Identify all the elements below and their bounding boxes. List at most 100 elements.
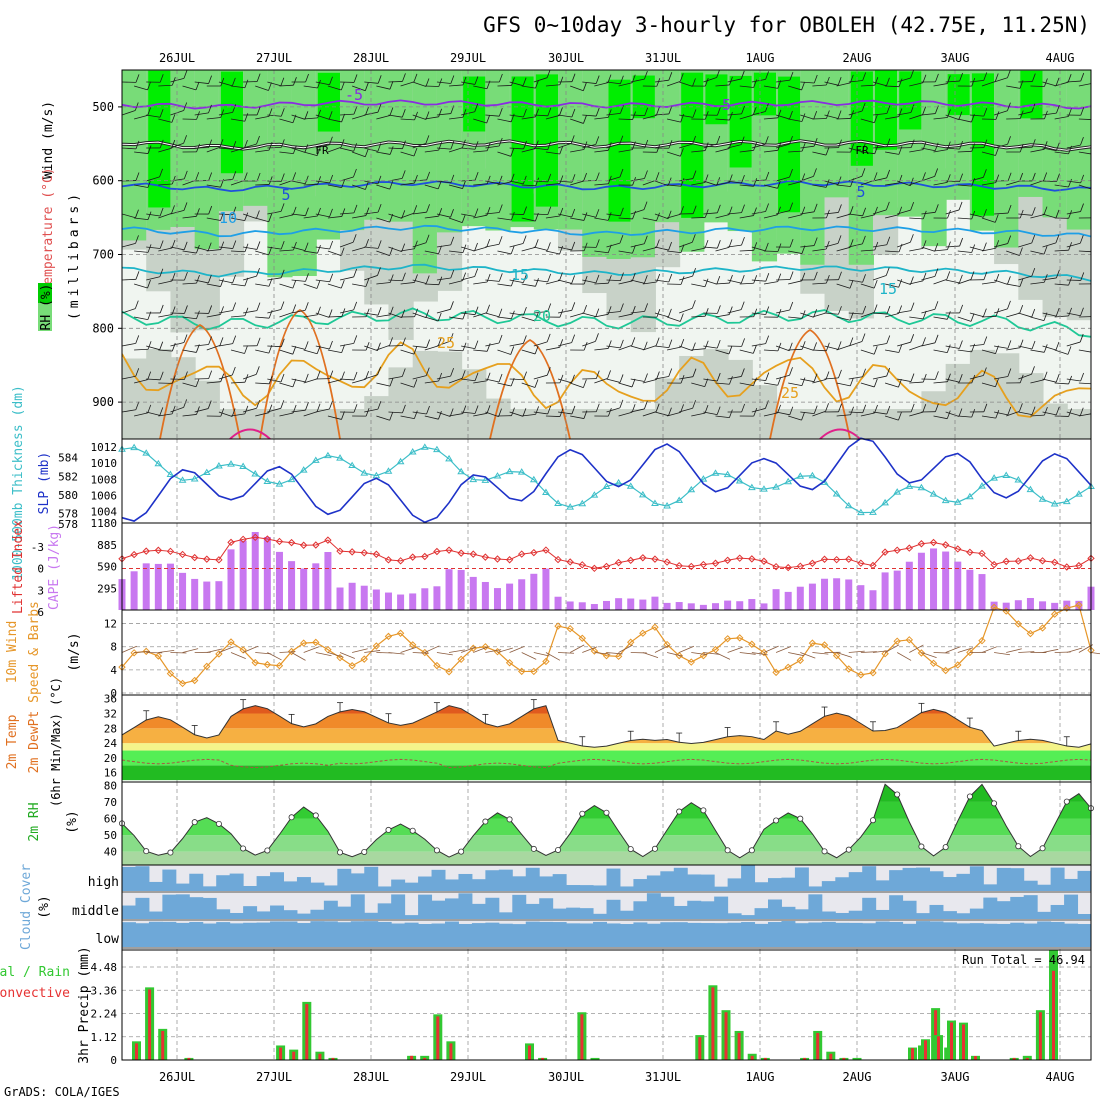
upper-wind-barb bbox=[146, 378, 161, 381]
upper-wind-barb-flag bbox=[643, 235, 648, 244]
upper-wind-barb bbox=[957, 150, 972, 153]
upper-wind-barb bbox=[642, 345, 657, 351]
upper-wind-barb-flag bbox=[583, 305, 587, 314]
upper-wind-barb bbox=[897, 310, 912, 314]
upper-wind-barb-flag bbox=[510, 245, 515, 255]
cloud-bar bbox=[727, 913, 742, 919]
precip-conv-bar bbox=[1012, 1057, 1016, 1060]
upper-wind-barb bbox=[860, 412, 875, 417]
upper-wind-barb-flag bbox=[462, 310, 467, 320]
upper-wind-barb bbox=[800, 81, 815, 84]
upper-wind-barb bbox=[533, 213, 548, 216]
cape-bar bbox=[191, 578, 199, 610]
cloud-bar bbox=[283, 910, 298, 919]
upper-wind-barb-flag bbox=[631, 337, 636, 346]
upper-wind-barb bbox=[400, 182, 415, 186]
upper-wind-barb bbox=[727, 78, 742, 83]
upper-wind-barb-flag bbox=[922, 337, 926, 346]
upper-wind-barb bbox=[582, 81, 597, 84]
upper-wind-barb-flag bbox=[753, 377, 757, 386]
upper-wind-barb bbox=[691, 247, 706, 252]
upper-wind-barb-flag bbox=[970, 271, 975, 280]
upper-wind-barb-flag bbox=[959, 340, 963, 349]
upper-wind-barb bbox=[146, 176, 160, 182]
upper-wind-barb-flag bbox=[159, 304, 164, 314]
upper-wind-barb bbox=[872, 146, 887, 149]
upper-wind-barb bbox=[933, 381, 948, 384]
upper-wind-barb-flag bbox=[910, 139, 915, 148]
upper-wind-barb-flag bbox=[849, 337, 854, 346]
upper-wind-barb bbox=[630, 345, 645, 351]
lifted-point bbox=[978, 549, 986, 558]
upper-wind-barb bbox=[969, 312, 984, 318]
upper-wind-barb bbox=[218, 147, 233, 150]
upper-wind-barb-flag bbox=[619, 374, 624, 383]
thickness-point bbox=[130, 443, 138, 451]
upper-wind-barb bbox=[909, 179, 923, 186]
upper-wind-barb bbox=[218, 374, 233, 380]
upper-wind-barb-flag bbox=[983, 139, 988, 148]
wind-speed-point bbox=[1050, 610, 1059, 618]
bottom-date-label: 31JUL bbox=[645, 1070, 681, 1084]
upper-wind-barb-flag bbox=[995, 147, 999, 156]
upper-wind-barb-flag bbox=[716, 135, 721, 145]
upper-wind-barb-flag bbox=[159, 407, 164, 416]
cape-bar bbox=[372, 589, 380, 610]
upper-wind-barb bbox=[751, 211, 766, 215]
upper-wind-barb-flag bbox=[498, 308, 503, 317]
thickness-point bbox=[215, 462, 223, 469]
upper-wind-barb-flag bbox=[280, 108, 285, 117]
surface-wind-barb bbox=[303, 646, 319, 653]
cloud-bar bbox=[202, 897, 217, 919]
rh-point bbox=[797, 815, 804, 822]
cape-bar bbox=[336, 587, 344, 610]
bottom-date-label: 29JUL bbox=[450, 1070, 486, 1084]
upper-wind-barb bbox=[1078, 151, 1091, 155]
upper-wind-barb bbox=[1054, 382, 1069, 385]
upper-wind-barb bbox=[630, 279, 645, 284]
cloud-bar bbox=[768, 899, 782, 919]
thickness-point bbox=[420, 443, 429, 450]
rh-band bbox=[899, 71, 922, 130]
upper-wind-barb-flag bbox=[983, 271, 988, 280]
cloud-bar bbox=[660, 871, 675, 891]
upper-wind-barb-flag bbox=[498, 137, 503, 147]
thickness-tick: 584 bbox=[58, 452, 78, 465]
wind-speed-point bbox=[542, 657, 550, 666]
upper-wind-barb-flag bbox=[741, 368, 745, 377]
rh-tick: 60 bbox=[104, 813, 117, 826]
upper-wind-barb-flag bbox=[1093, 210, 1096, 218]
surface-wind-barb bbox=[279, 651, 296, 653]
upper-wind-barb-flag bbox=[595, 333, 599, 342]
cloud-bar bbox=[687, 900, 702, 919]
surface-wind-barb bbox=[255, 652, 272, 655]
cloud-bar bbox=[1077, 913, 1092, 919]
upper-wind-barb-flag bbox=[256, 267, 260, 277]
upper-wind-barb bbox=[957, 349, 972, 353]
upper-wind-barb bbox=[291, 147, 305, 153]
upper-wind-barb-flag bbox=[874, 77, 879, 86]
precip-conv-bar bbox=[962, 1024, 965, 1060]
wind-speed-point bbox=[651, 623, 659, 631]
upper-wind-barb bbox=[727, 212, 742, 215]
upper-wind-barb-flag bbox=[1079, 333, 1084, 343]
cape-tick: 590 bbox=[97, 561, 117, 574]
cloud-bar bbox=[1037, 921, 1052, 947]
surface-wind-barb bbox=[1078, 644, 1094, 653]
lifted-point bbox=[590, 564, 599, 573]
upper-wind-barb bbox=[339, 378, 355, 381]
upper-wind-barb-flag bbox=[655, 107, 660, 116]
cloud-bar bbox=[1010, 896, 1025, 919]
upper-wind-barb bbox=[715, 118, 730, 121]
cape-bar bbox=[142, 563, 150, 610]
upper-wind-barb-flag bbox=[680, 148, 684, 157]
thickness-point bbox=[784, 477, 793, 485]
upper-wind-barb-flag bbox=[1067, 74, 1072, 83]
upper-wind-barb-flag bbox=[353, 143, 358, 152]
cloud-bar bbox=[983, 884, 998, 891]
upper-wind-barb-flag bbox=[886, 236, 891, 245]
surface-wind-barb bbox=[545, 652, 561, 661]
upper-wind-barb bbox=[436, 244, 451, 248]
upper-wind-barb bbox=[1042, 242, 1057, 248]
upper-wind-barb-flag bbox=[317, 79, 321, 89]
